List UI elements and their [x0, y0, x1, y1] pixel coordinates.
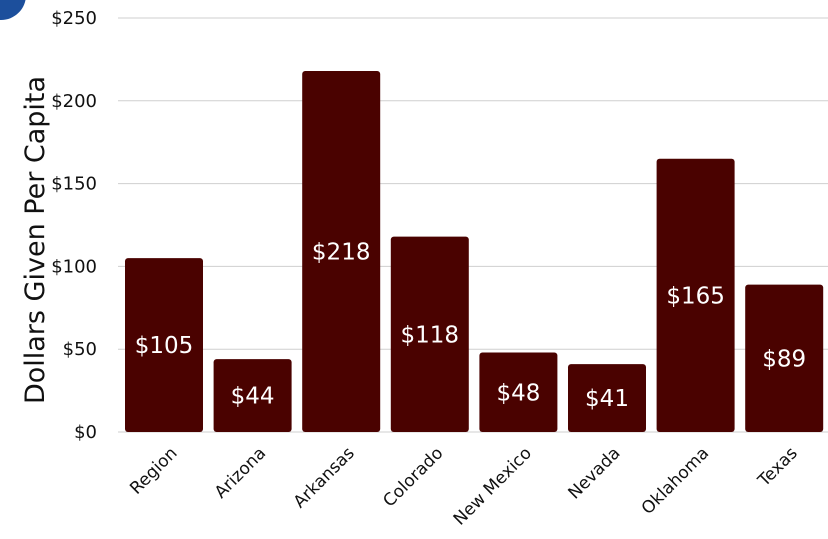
data-label: $118 — [401, 322, 460, 348]
y-tick-label: $200 — [51, 91, 97, 112]
y-axis-ticks: $0 $50 $100 $150 $200 $250 — [51, 8, 97, 443]
bars — [125, 70, 824, 432]
y-tick-label: $50 — [63, 339, 97, 360]
y-axis-title: Dollars Given Per Capita — [20, 76, 51, 404]
bar-colorado — [390, 236, 469, 432]
data-labels: $105 $44 $218 $118 $48 $41 $165 $89 — [135, 239, 806, 412]
x-tick-label: New Mexico — [450, 443, 536, 529]
x-tick-label: Colorado — [379, 443, 447, 511]
data-label: $44 — [231, 384, 275, 410]
data-label: $89 — [762, 346, 806, 372]
bar-new-mexico — [479, 352, 558, 432]
bar-region — [125, 258, 203, 432]
x-tick-label: Region — [126, 443, 181, 498]
x-tick-label: Texas — [754, 443, 802, 491]
y-tick-label: $150 — [51, 174, 97, 195]
y-tick-label: $250 — [51, 8, 97, 29]
x-tick-label: Oklahoma — [638, 443, 713, 518]
x-tick-label: Nevada — [565, 443, 625, 503]
data-label: $48 — [496, 380, 540, 406]
y-tick-label: $0 — [74, 422, 97, 443]
bar-oklahoma — [656, 158, 735, 432]
bar-arkansas — [302, 70, 381, 432]
bar-nevada — [568, 364, 646, 432]
x-axis-ticks: Region Arizona Arkansas Colorado New Mexico N… — [126, 443, 802, 529]
data-label: $105 — [135, 333, 194, 359]
data-label: $165 — [666, 283, 725, 309]
y-tick-label: $100 — [51, 256, 97, 277]
data-label: $218 — [312, 239, 371, 265]
bar-texas — [745, 284, 824, 432]
x-tick-label: Arkansas — [290, 443, 359, 512]
x-tick-label: Arizona — [211, 443, 270, 502]
data-label: $41 — [585, 386, 629, 412]
bar-arizona — [213, 359, 292, 432]
